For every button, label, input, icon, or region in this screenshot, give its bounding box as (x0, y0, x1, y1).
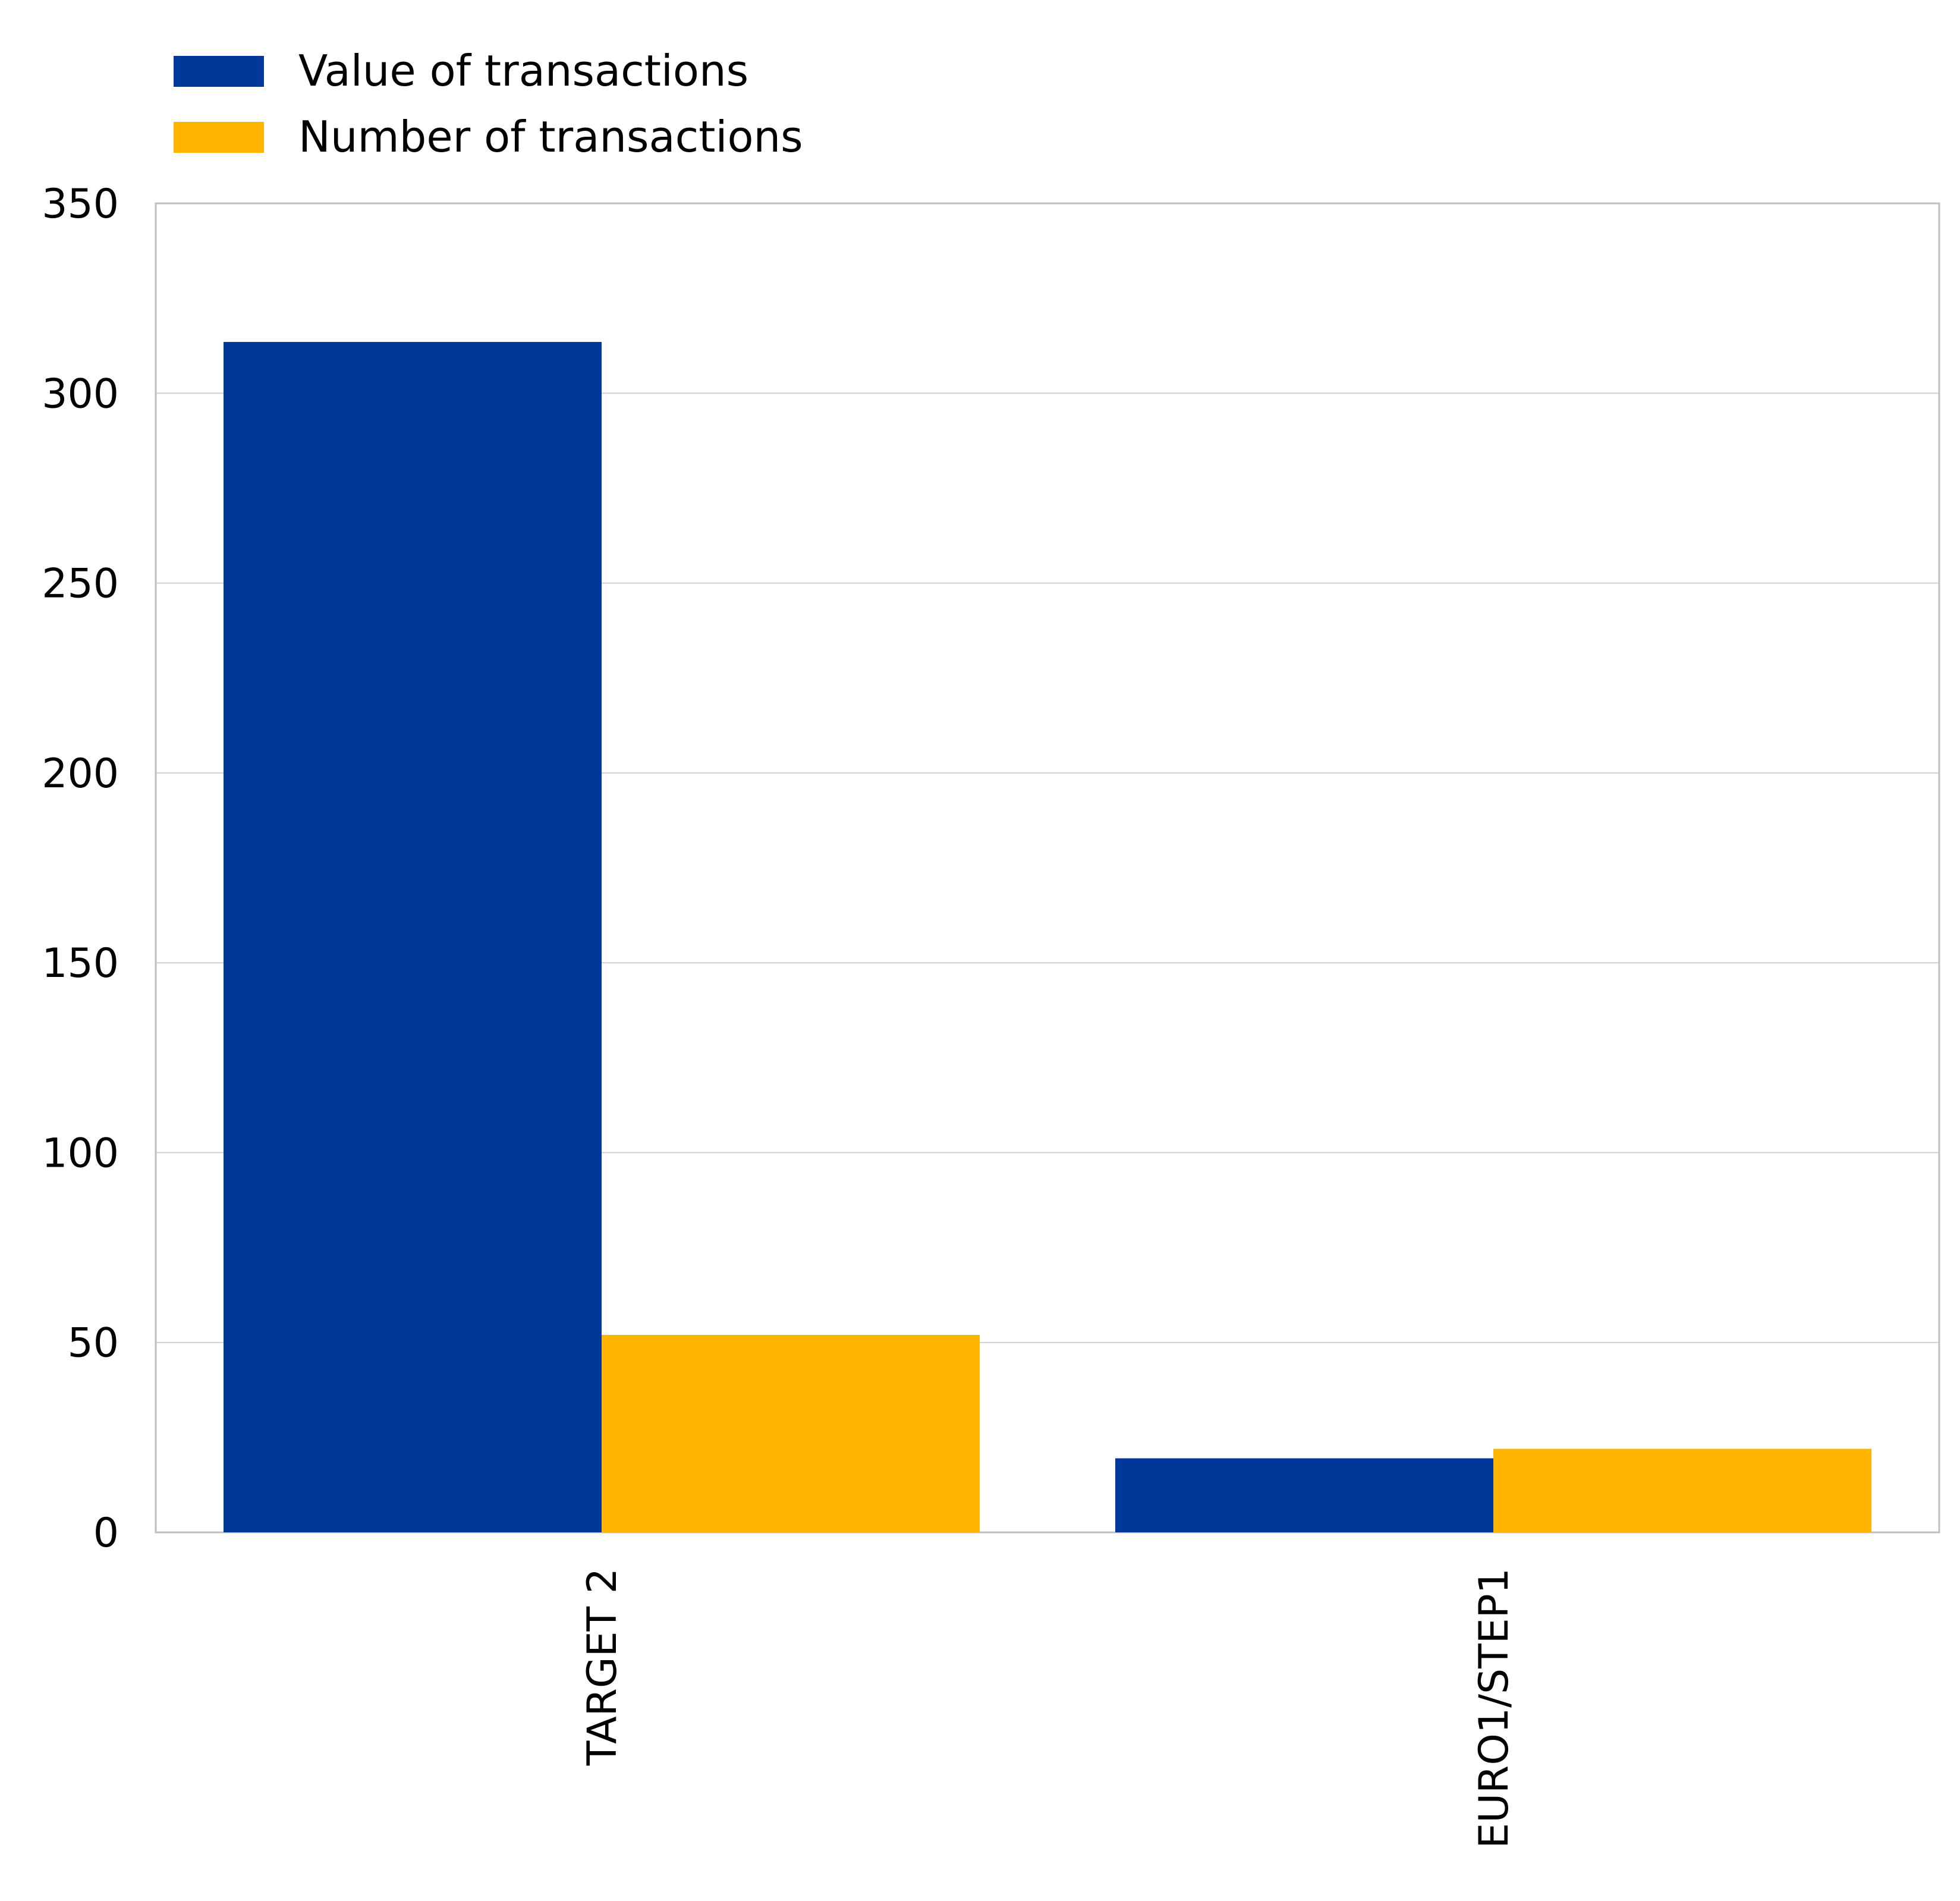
bar (1115, 1458, 1493, 1532)
legend-label: Value of transactions (298, 46, 748, 96)
bar (1493, 1448, 1871, 1532)
y-tick-label: 250 (42, 561, 119, 608)
y-tick-label: 350 (42, 181, 119, 228)
legend-swatch (174, 122, 264, 153)
legend-label: Number of transactions (298, 112, 803, 162)
x-axis-labels: TARGET 2 EURO1/STEP1 (579, 1568, 1518, 1849)
y-tick-label: 0 (93, 1510, 119, 1557)
plot-frame (155, 202, 1940, 1534)
legend: Value of transactions Number of transacti… (174, 46, 803, 162)
bar (224, 342, 602, 1532)
bar (602, 1334, 980, 1532)
y-tick-label: 50 (67, 1320, 119, 1367)
bars (224, 342, 1871, 1532)
y-axis-ticks: 0 50 100 150 200 250 300 350 (42, 181, 119, 1557)
x-tick-label: EURO1/STEP1 (1471, 1568, 1518, 1849)
legend-swatch (174, 56, 264, 87)
y-tick-label: 150 (42, 940, 119, 987)
y-tick-label: 300 (42, 370, 119, 417)
y-tick-label: 100 (42, 1130, 119, 1177)
x-tick-label: TARGET 2 (579, 1568, 626, 1766)
y-tick-label: 200 (42, 750, 119, 797)
